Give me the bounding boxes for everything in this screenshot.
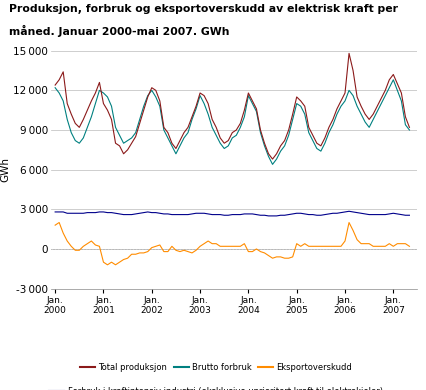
Y-axis label: GWh: GWh [1,157,11,182]
Legend: Forbruk i kraftintensiv industri (eksklusive uprioritert kraft til elektrokjeler: Forbruk i kraftintensiv industri (eksklu… [46,383,386,390]
Text: måned. Januar 2000-mai 2007. GWh: måned. Januar 2000-mai 2007. GWh [9,25,229,37]
Text: Produksjon, forbruk og eksportoverskudd av elektrisk kraft per: Produksjon, forbruk og eksportoverskudd … [9,4,397,14]
